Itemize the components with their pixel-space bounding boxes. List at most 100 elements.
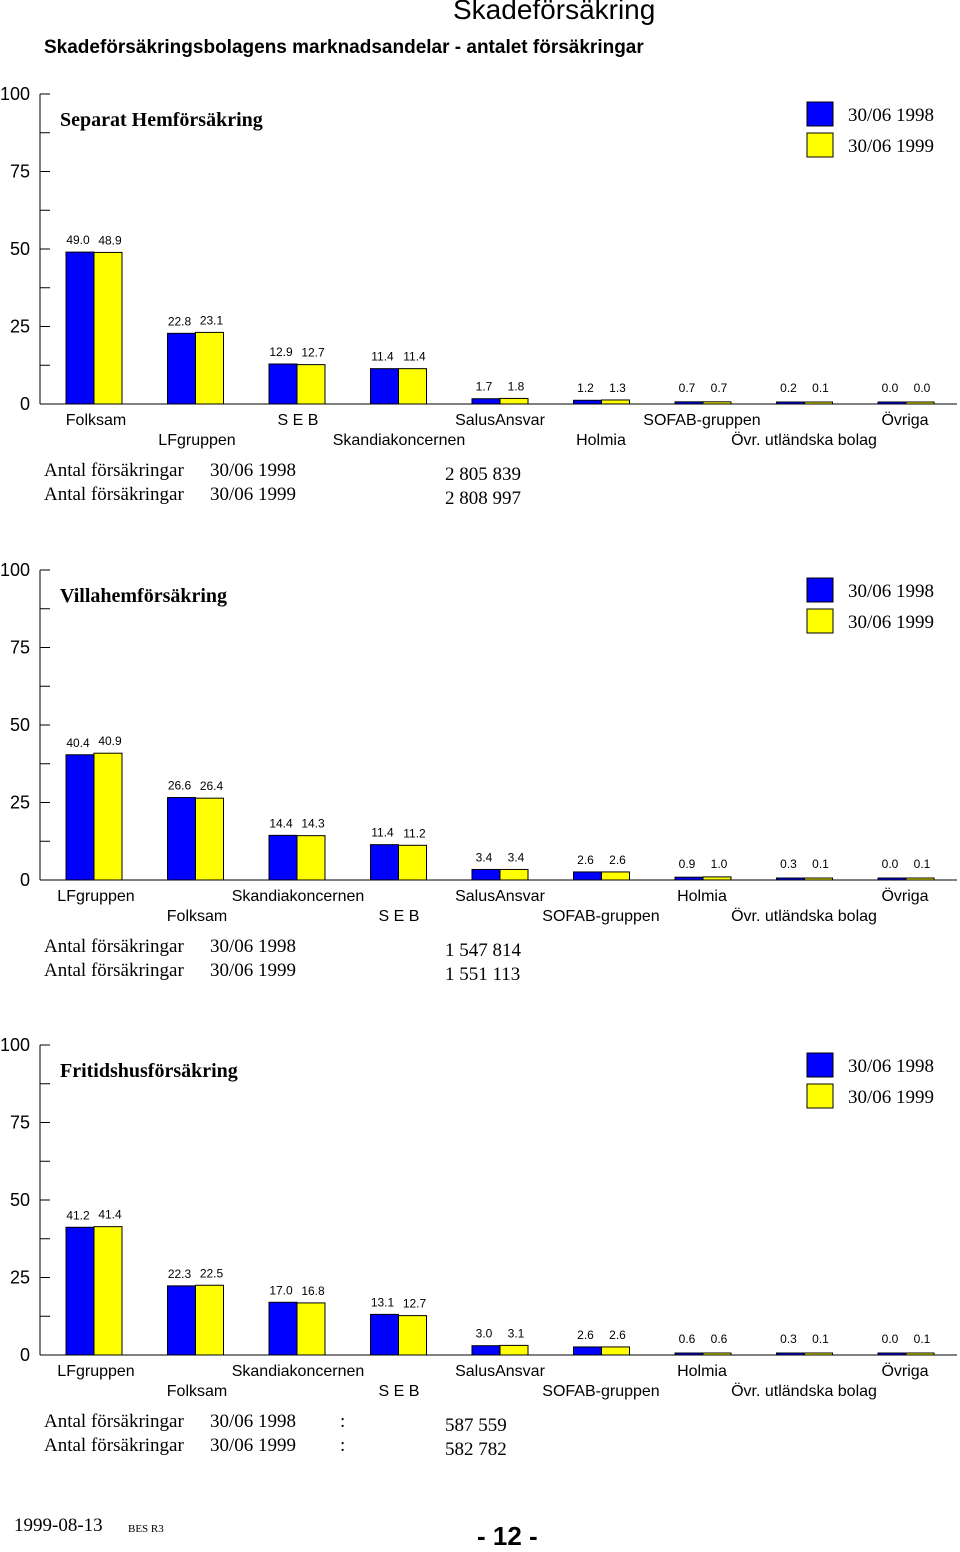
bar-value-label: 11.4	[371, 350, 394, 364]
count-colon: :	[340, 1435, 345, 1456]
bar-value-label: 1.2	[577, 381, 594, 395]
count-value: 2 805 839	[445, 464, 521, 485]
category-label: Holmia	[677, 888, 727, 905]
category-label: SalusAnsvar	[455, 412, 545, 429]
count-label: Antal försäkringar	[44, 1411, 184, 1432]
legend-label: 30/06 1999	[848, 612, 934, 633]
bar-value-label: 0.1	[812, 857, 829, 871]
bar-value-label: 41.4	[98, 1208, 122, 1222]
bar-value-label: 0.2	[780, 381, 797, 395]
bar	[167, 332, 196, 405]
count-label: Antal försäkringar	[44, 1435, 184, 1456]
footer-code: BES R3	[128, 1523, 164, 1535]
bar	[499, 397, 529, 405]
category-label: SOFAB-gruppen	[643, 412, 760, 429]
count-label: Antal försäkringar	[44, 484, 184, 505]
bar	[296, 835, 326, 881]
bar-value-label: 0.9	[679, 857, 696, 871]
bar	[601, 871, 630, 881]
bar	[601, 1346, 630, 1356]
bar	[804, 877, 833, 881]
chart-separat-hemforsakring: 0 25 50 75 100 Separat Hemförsäkring 30/06 199…	[0, 84, 957, 509]
bar-value-label: 0.0	[882, 381, 899, 395]
bar	[804, 1352, 833, 1356]
count-date: 30/06 1998	[210, 460, 296, 481]
bar	[573, 399, 602, 405]
bar	[195, 797, 224, 881]
bar	[398, 368, 427, 405]
count-value: 587 559	[445, 1415, 507, 1436]
bar-value-label: 1.0	[711, 857, 728, 871]
count-label: Antal försäkringar	[44, 936, 184, 957]
bar	[702, 876, 732, 881]
legend-swatch	[806, 101, 834, 127]
bar	[471, 868, 501, 881]
count-value: 1 547 814	[445, 940, 522, 961]
bar-value-label: 14.3	[301, 817, 325, 831]
bar-value-label: 12.9	[269, 345, 293, 359]
category-label: Övriga	[881, 887, 928, 905]
bar	[674, 876, 704, 881]
category-label: LFgruppen	[158, 432, 235, 449]
bar	[776, 1352, 805, 1356]
bar-value-label: 26.4	[200, 779, 224, 793]
bar-value-label: 3.4	[476, 850, 493, 864]
category-label: SOFAB-gruppen	[542, 1383, 659, 1400]
bar-value-label: 26.6	[168, 779, 192, 793]
bar	[674, 1352, 704, 1356]
bar-value-label: 1.7	[476, 380, 493, 394]
legend-swatch	[806, 608, 834, 634]
bar	[573, 1346, 602, 1356]
bar	[702, 1352, 732, 1356]
bar-value-label: 2.6	[577, 853, 594, 867]
count-label: Antal försäkringar	[44, 960, 184, 981]
category-label: S E B	[278, 412, 319, 429]
bar-value-label: 14.4	[269, 816, 293, 830]
legend-swatch	[806, 132, 834, 158]
bar	[905, 1352, 935, 1356]
legend-label: 30/06 1998	[848, 105, 934, 126]
bar-value-label: 0.0	[882, 857, 899, 871]
bar	[905, 401, 935, 405]
bar	[702, 401, 732, 405]
category-label: SalusAnsvar	[455, 888, 545, 905]
category-label: Övr. utländska bolag	[731, 431, 877, 449]
page-number: - 12 -	[477, 1521, 538, 1551]
bar-value-label: 0.1	[914, 857, 931, 871]
category-label: S E B	[379, 1383, 420, 1400]
bar	[93, 752, 123, 881]
chart-title: Villahemförsäkring	[60, 585, 227, 607]
bar-value-label: 0.1	[914, 1332, 931, 1346]
y-tick-label: 0	[20, 1345, 30, 1365]
bar	[268, 1301, 298, 1356]
legend-label: 30/06 1998	[848, 581, 934, 602]
chart-title: Fritidshusförsäkring	[60, 1060, 238, 1082]
bar	[268, 834, 298, 881]
legend-label: 30/06 1999	[848, 136, 934, 157]
bar-value-label: 17.0	[269, 1283, 293, 1297]
y-tick-label: 50	[10, 715, 30, 735]
bar	[905, 877, 935, 881]
bar-value-label: 49.0	[66, 233, 90, 247]
count-colon: :	[340, 1411, 345, 1432]
legend-swatch	[806, 1052, 834, 1078]
bar	[167, 797, 196, 881]
count-value: 582 782	[445, 1439, 507, 1460]
bar	[195, 1284, 224, 1356]
bar-value-label: 3.0	[476, 1327, 493, 1341]
bar-value-label: 1.8	[508, 379, 525, 393]
bar	[398, 1315, 427, 1356]
bar-value-label: 23.1	[200, 313, 224, 327]
category-label: Holmia	[677, 1363, 727, 1380]
bar	[804, 401, 833, 405]
category-label: S E B	[379, 908, 420, 925]
bar	[471, 1345, 501, 1356]
bar-value-label: 0.6	[679, 1332, 696, 1346]
bar	[296, 364, 326, 405]
bar-value-label: 0.3	[780, 1332, 797, 1346]
bar-value-label: 13.1	[371, 1295, 395, 1309]
bar	[370, 844, 399, 881]
count-value: 1 551 113	[445, 964, 520, 985]
bar	[93, 1226, 123, 1356]
page-title: Skadeförsäkring	[453, 0, 656, 25]
